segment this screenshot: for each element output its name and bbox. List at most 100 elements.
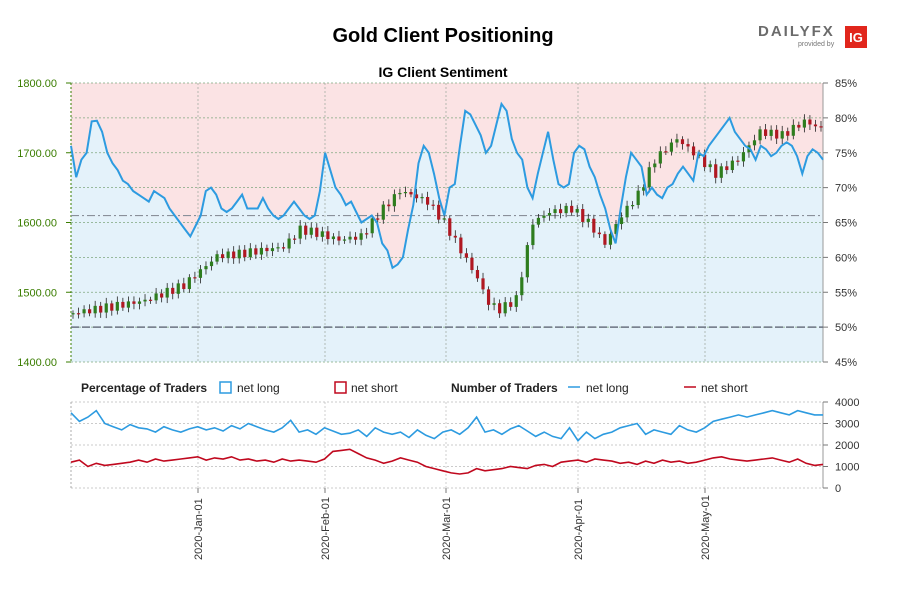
price-tick-label: 1600.00 bbox=[17, 218, 57, 230]
candle-down bbox=[664, 151, 668, 153]
dailyfx-logo: DAILYFX provided by IG bbox=[758, 23, 867, 48]
candle-down bbox=[725, 166, 729, 171]
candle-up bbox=[614, 224, 618, 234]
candle-up bbox=[420, 196, 424, 199]
legend-pct-short-label: net short bbox=[351, 381, 398, 395]
candle-down bbox=[603, 234, 607, 245]
candle-up bbox=[619, 217, 624, 225]
candle-up bbox=[492, 303, 496, 305]
candle-up bbox=[719, 166, 723, 178]
candle-down bbox=[797, 124, 801, 128]
traders-tick-label: 2000 bbox=[835, 440, 859, 452]
candle-down bbox=[132, 301, 136, 304]
candle-up bbox=[71, 313, 75, 315]
traders-tick-label: 1000 bbox=[835, 462, 859, 474]
net-short-area bbox=[71, 83, 823, 268]
date-tick-label: 2020-Apr-01 bbox=[573, 499, 585, 560]
candle-down bbox=[558, 209, 563, 214]
candle-down bbox=[763, 129, 768, 136]
date-axis: 2020-Jan-01 2020-Feb-01 2020-Mar-01 2020-Ap… bbox=[193, 488, 712, 560]
candle-up bbox=[215, 254, 219, 262]
candle-down bbox=[813, 124, 818, 127]
logo-text: DAILYFX bbox=[758, 23, 835, 40]
candle-up bbox=[769, 129, 773, 136]
candle-up bbox=[126, 301, 131, 308]
traders-axis: 0 1000 2000 3000 4000 bbox=[823, 397, 859, 495]
candle-down bbox=[464, 253, 468, 258]
candle-up bbox=[381, 204, 385, 220]
candle-down bbox=[281, 247, 286, 249]
candle-up bbox=[536, 217, 541, 225]
candle-down bbox=[686, 144, 690, 147]
candle-down bbox=[160, 293, 164, 298]
legend-pct-short-swatch bbox=[334, 381, 347, 394]
candle-up bbox=[165, 287, 169, 298]
candle-up bbox=[442, 218, 446, 220]
candle-up bbox=[514, 295, 518, 307]
candle-down bbox=[431, 204, 435, 206]
candle-down bbox=[475, 270, 480, 279]
traders-count-chart: 0 1000 2000 3000 4000 bbox=[70, 397, 859, 495]
candle-down bbox=[243, 249, 247, 258]
candle-down bbox=[459, 237, 463, 254]
candle-up bbox=[758, 129, 762, 141]
candle-up bbox=[642, 187, 646, 191]
candle-up bbox=[370, 218, 374, 234]
candle-up bbox=[392, 194, 396, 207]
candle-down bbox=[570, 205, 574, 213]
candle-up bbox=[309, 227, 313, 235]
legend-pct-long-swatch bbox=[219, 381, 232, 394]
candle-up bbox=[575, 209, 579, 213]
candle-down bbox=[786, 131, 790, 136]
num-long-line bbox=[70, 409, 823, 442]
legend-num-long-label: net long bbox=[586, 381, 629, 395]
sentiment-tick-label: 70% bbox=[835, 183, 857, 195]
candle-up bbox=[675, 139, 679, 143]
candle-down bbox=[254, 248, 258, 255]
candle-up bbox=[752, 140, 757, 146]
candle-up bbox=[608, 233, 613, 245]
candle-down bbox=[680, 139, 685, 145]
candle-down bbox=[171, 287, 175, 294]
legend-number-title: Number of Traders bbox=[451, 381, 558, 395]
candle-down bbox=[88, 309, 92, 314]
candle-up bbox=[198, 269, 203, 278]
candle-up bbox=[204, 266, 208, 270]
candle-down bbox=[376, 218, 380, 220]
candle-up bbox=[791, 124, 795, 136]
candle-down bbox=[315, 227, 319, 237]
candle-up bbox=[226, 251, 230, 259]
candle-down bbox=[486, 289, 491, 305]
candle-up bbox=[708, 164, 712, 168]
legend-pct-long-label: net long bbox=[237, 381, 280, 395]
candle-up bbox=[697, 154, 701, 156]
candle-up bbox=[625, 205, 629, 218]
candle-down bbox=[808, 119, 812, 125]
page-title: Gold Client Positioning bbox=[332, 25, 553, 47]
sentiment-tick-label: 75% bbox=[835, 148, 857, 160]
sentiment-tick-label: 65% bbox=[835, 218, 857, 230]
candle-up bbox=[741, 152, 746, 162]
candle-down bbox=[221, 254, 225, 259]
candle-down bbox=[498, 303, 502, 314]
date-tick-label: 2020-Feb-01 bbox=[320, 497, 332, 560]
sentiment-tick-label: 45% bbox=[835, 357, 857, 369]
candle-down bbox=[775, 129, 779, 139]
candle-down bbox=[387, 204, 391, 207]
price-tick-label: 1400.00 bbox=[17, 357, 57, 369]
candle-down bbox=[581, 209, 585, 222]
candle-up bbox=[553, 209, 557, 213]
candle-down bbox=[182, 283, 186, 290]
candle-down bbox=[365, 233, 369, 235]
candle-down bbox=[265, 247, 269, 252]
logo-subtext: provided by bbox=[798, 41, 835, 48]
date-tick-label: 2020-May-01 bbox=[700, 495, 712, 560]
candle-down bbox=[353, 236, 358, 240]
candle-up bbox=[647, 167, 651, 188]
sentiment-price-chart: 1400.00 1500.00 1600.00 1700.00 1800.00 45% 5… bbox=[17, 78, 857, 369]
candle-up bbox=[542, 215, 546, 218]
candle-down bbox=[148, 299, 153, 301]
candle-up bbox=[780, 131, 784, 139]
sentiment-tick-label: 85% bbox=[835, 78, 857, 90]
candle-down bbox=[592, 218, 596, 233]
